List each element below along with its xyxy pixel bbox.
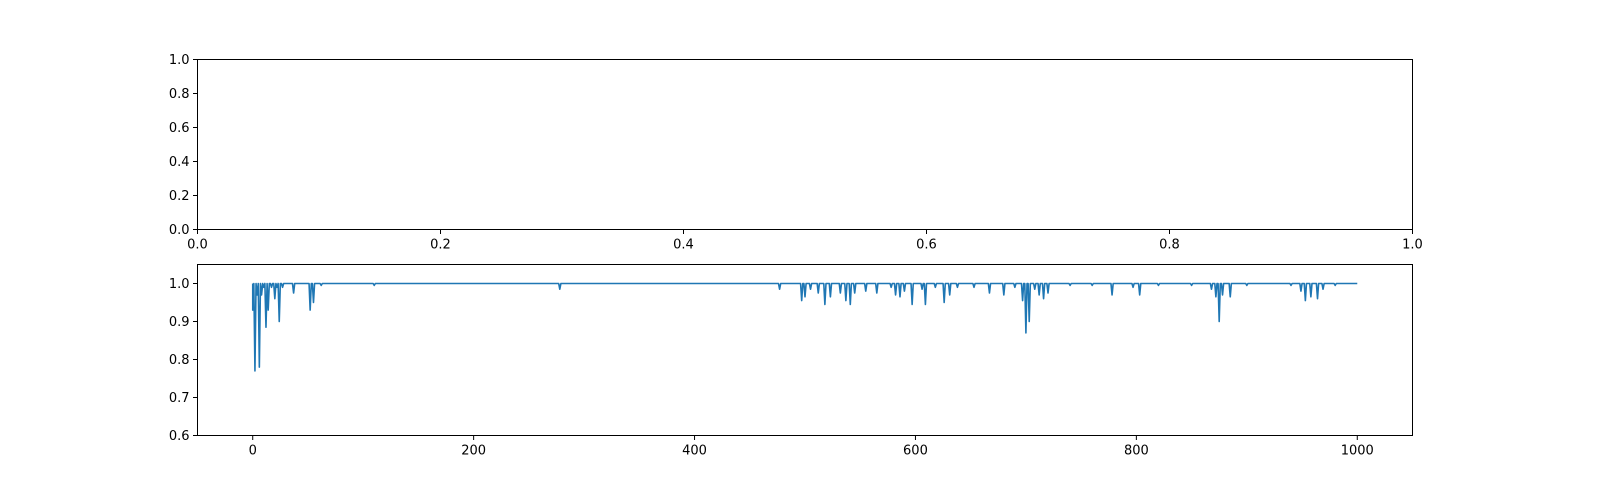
bottom-x-tick-label: 0 (249, 444, 257, 459)
top-y-tick-label: 0.2 (169, 189, 190, 204)
top-axes: 0.0 0.2 0.4 0.6 0.8 1.0 0.0 0.2 0.4 0.6 0.8 1.0 (169, 53, 1423, 253)
top-y-tick-label: 0.8 (169, 87, 190, 102)
top-x-tick-label: 0.4 (673, 238, 694, 253)
bottom-axes-lines (251, 282, 1358, 372)
top-y-tick-label: 0.4 (169, 155, 190, 170)
bottom-x-tick-label: 200 (461, 444, 486, 459)
bottom-y-tick-label: 0.8 (169, 353, 190, 368)
bottom-x-tick-label: 600 (903, 444, 928, 459)
top-x-tick-label: 1.0 (1402, 238, 1423, 253)
series-line-0 (251, 282, 1358, 372)
bottom-x-tick-label: 1000 (1341, 444, 1374, 459)
bottom-axes: 0 200 400 600 800 1000 0.6 0.7 0.8 0.9 1.0 (169, 264, 1413, 459)
bottom-axes-ticks: 0 200 400 600 800 1000 0.6 0.7 0.8 0.9 1.0 (169, 277, 1374, 459)
top-x-tick-label: 0.8 (1159, 238, 1180, 253)
top-x-tick-label: 0.6 (916, 238, 937, 253)
bottom-x-tick-label: 400 (682, 444, 707, 459)
bottom-y-tick-label: 0.6 (169, 429, 190, 444)
bottom-x-tick-label: 800 (1124, 444, 1149, 459)
bottom-y-tick-label: 0.9 (169, 315, 190, 330)
bottom-y-tick-label: 1.0 (169, 277, 190, 292)
top-x-tick-label: 0.2 (430, 238, 451, 253)
top-y-tick-label: 0.0 (169, 223, 190, 238)
top-x-tick-label: 0.0 (187, 238, 208, 253)
top-y-tick-label: 1.0 (169, 53, 190, 68)
bottom-y-tick-label: 0.7 (169, 391, 190, 406)
top-axes-frame (197, 59, 1413, 230)
bottom-axes-frame (197, 264, 1413, 436)
top-axes-ticks: 0.0 0.2 0.4 0.6 0.8 1.0 0.0 0.2 0.4 0.6 0.8 1.0 (169, 53, 1423, 253)
top-y-tick-label: 0.6 (169, 121, 190, 136)
